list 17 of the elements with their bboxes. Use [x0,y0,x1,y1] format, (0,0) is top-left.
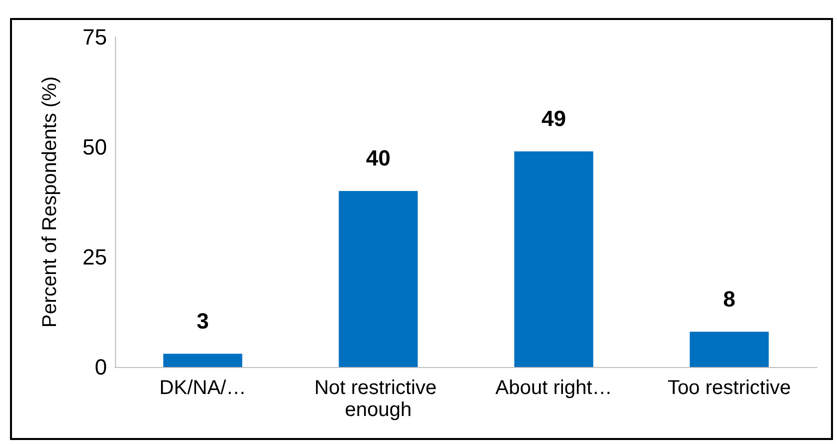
x-tick-label: Not restrictive enough [314,377,442,421]
bar [514,151,594,367]
y-axis-title: Percent of Respondents (%) [39,76,61,328]
x-tick-label: Too restrictive [668,377,791,399]
bar [338,191,418,367]
x-tick-label: About right… [495,377,612,399]
y-tick-label: 50 [82,134,107,160]
x-tick-label: DK/NA/… [159,377,246,399]
data-label: 3 [196,308,209,334]
data-label: 40 [366,146,390,170]
y-tick-label: 0 [94,354,107,380]
data-label: 49 [542,106,566,131]
data-label: 8 [723,286,736,312]
bar [163,354,242,367]
y-tick-label: 75 [82,24,107,50]
bar [690,332,769,367]
y-tick-label: 25 [82,244,107,270]
